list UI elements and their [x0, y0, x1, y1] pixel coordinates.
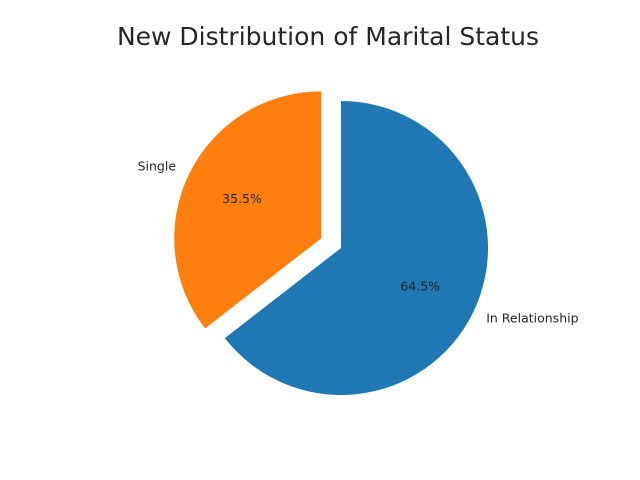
pie-slice-in-relationship — [224, 101, 488, 396]
pct-label-in-relationship: 64.5% — [400, 278, 440, 293]
slice-label-in-relationship: In Relationship — [486, 311, 578, 326]
chart-title: New Distribution of Marital Status — [116, 22, 540, 51]
pct-label-single: 35.5% — [222, 191, 262, 206]
pie-slice-single — [174, 91, 322, 329]
slice-label-single: Single — [138, 159, 177, 174]
